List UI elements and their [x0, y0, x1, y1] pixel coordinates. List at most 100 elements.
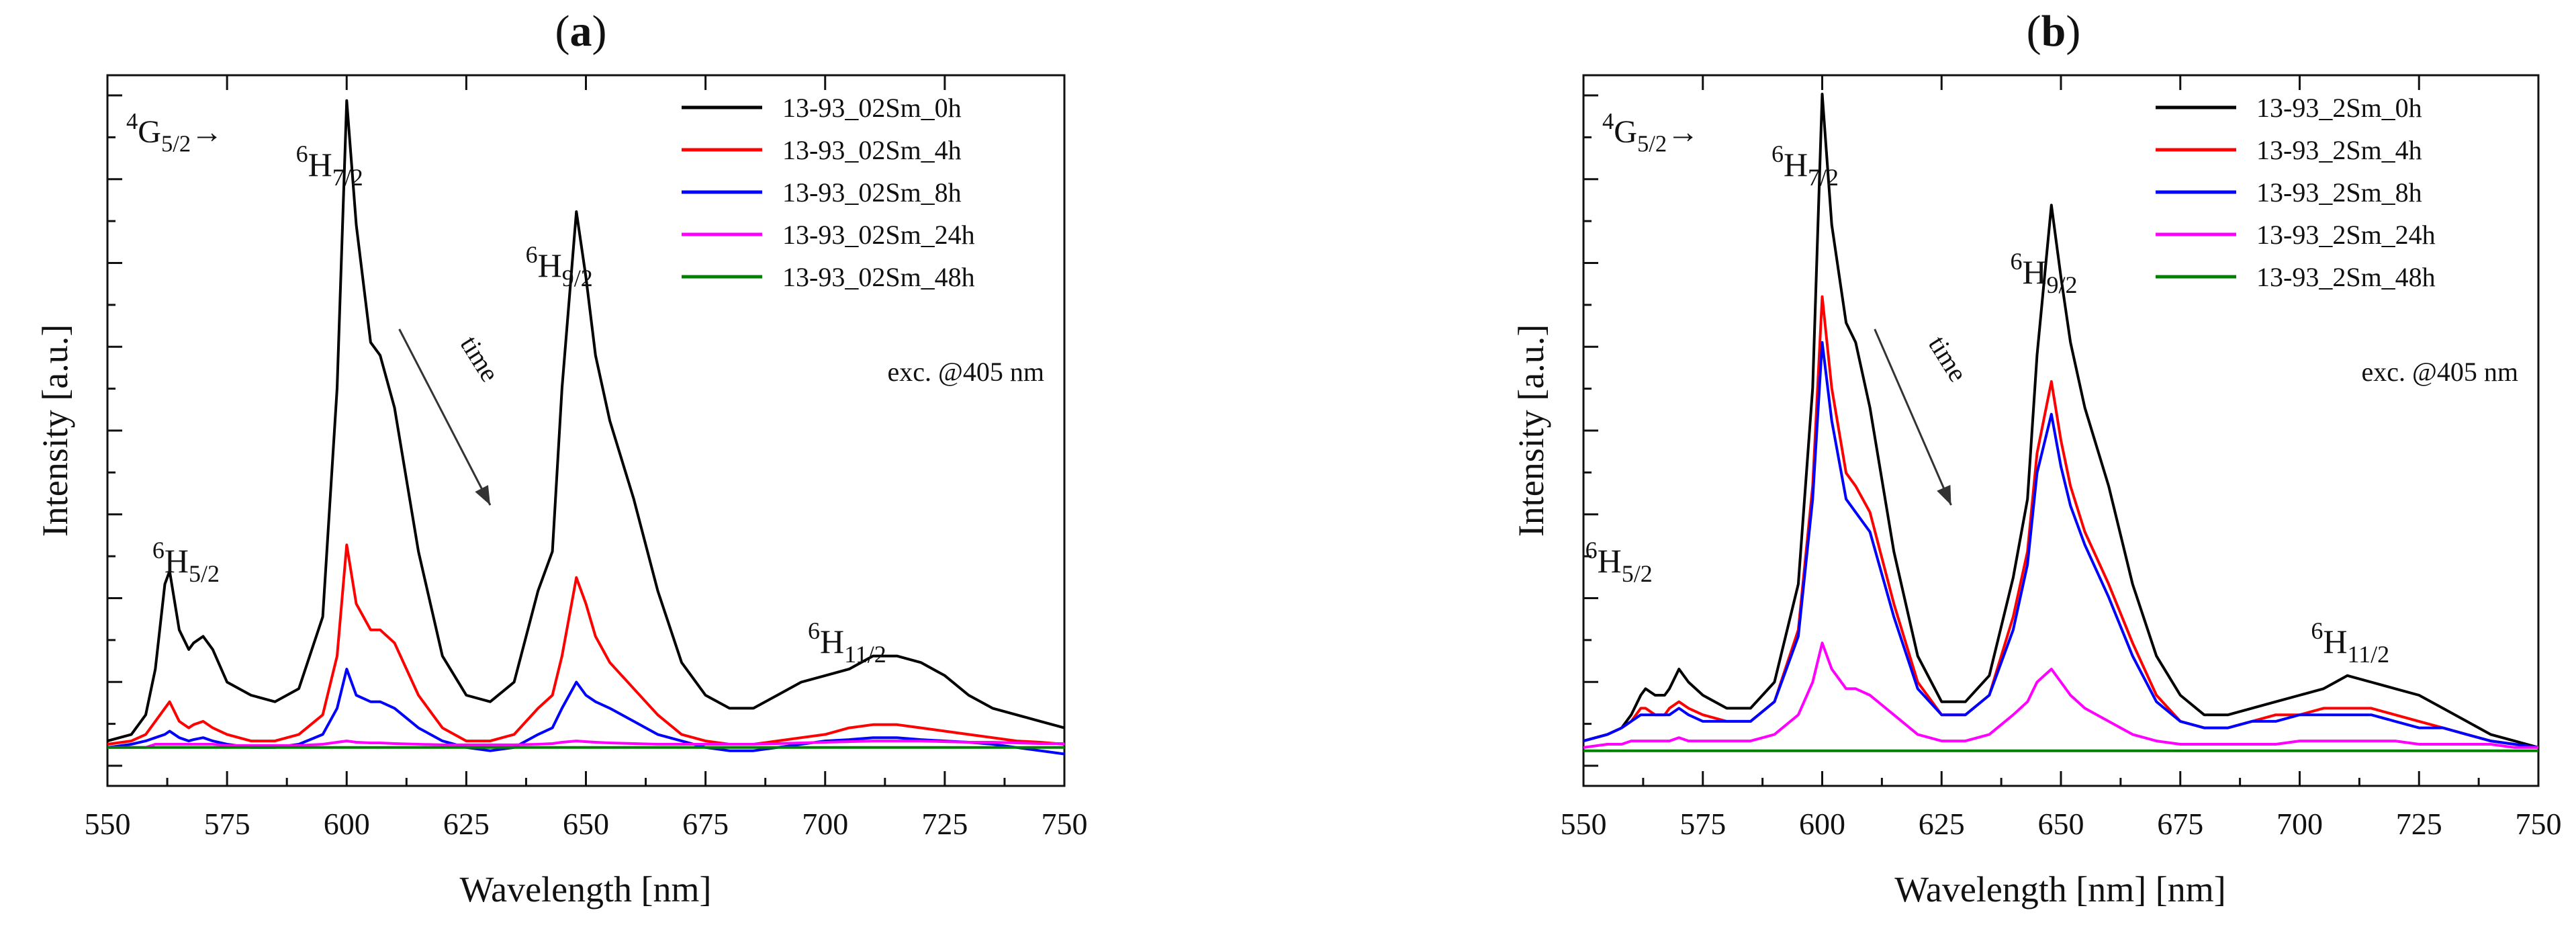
legend-entry: 13-93_2Sm_4h: [2256, 135, 2422, 165]
peak-label-2-sub: 9/2: [2047, 271, 2078, 298]
peak-label-3-sub: 11/2: [2347, 641, 2389, 668]
series-line-1: [107, 543, 1065, 746]
peak-label-2-main: H: [538, 247, 562, 284]
transition-prefix-sub: 5/2: [161, 131, 191, 157]
title-close-paren: ): [592, 7, 607, 56]
peak-label-3: 6H11/2: [2311, 617, 2389, 668]
peak-label-2: 6H9/2: [526, 241, 593, 292]
peak-label-3-main: H: [2323, 623, 2347, 660]
peak-label-1-sup: 6: [1772, 140, 1784, 167]
peak-label-1-sub: 7/2: [332, 164, 363, 191]
time-arrow-label: time: [455, 330, 506, 387]
title-close-paren: ): [2066, 7, 2080, 56]
x-tick-label: 600: [324, 807, 370, 841]
series-line-2: [1583, 341, 2539, 749]
legend-entry: 13-93_2Sm_48h: [2256, 262, 2436, 292]
title-letter: a: [570, 7, 592, 56]
peak-label-3: 6H11/2: [808, 617, 886, 668]
title-open-paren: (: [555, 7, 570, 56]
peak-label-1: 6H7/2: [296, 140, 363, 191]
x-tick-label: 600: [1799, 807, 1845, 841]
x-tick-label: 550: [85, 807, 131, 841]
panel-b: (b) 550 575 600 625 650 675 700 725 750 Wavelength…: [1511, 7, 2562, 909]
x-tick-label: 625: [443, 807, 490, 841]
peak-label-2-sup: 6: [2010, 248, 2022, 275]
transition-arrow: →: [191, 114, 223, 150]
x-tick-label: 750: [1042, 807, 1088, 841]
transition-prefix-sub: 5/2: [1637, 131, 1667, 157]
excitation-note: exc. @405 nm: [888, 357, 1044, 387]
x-tick-label: 675: [682, 807, 729, 841]
peak-label-0-main: H: [1598, 542, 1622, 580]
transition-prefix-sup: 4: [126, 109, 138, 134]
series-line-3: [107, 740, 1064, 749]
x-tick-label: 575: [1680, 807, 1726, 841]
peak-label-0-sup: 6: [1585, 537, 1598, 564]
x-tick-label: 575: [204, 807, 250, 841]
peak-label-0-sup: 6: [152, 537, 165, 564]
x-tick-label: 750: [2516, 807, 2562, 841]
transition-prefix: 4G5/2→: [126, 109, 223, 157]
time-arrow-shaft: [1874, 328, 1952, 506]
chart-title-b: (b): [2027, 7, 2081, 56]
panel-a: (a) 550 575 600 625 650 675 700 725 750 Wavelength…: [35, 7, 1088, 909]
x-tick-label: 625: [1919, 807, 1965, 841]
peak-label-1-main: H: [308, 146, 332, 183]
legend-entry: 13-93_2Sm_8h: [2256, 177, 2422, 208]
peak-label-1: 6H7/2: [1772, 140, 1839, 191]
x-tick-label: 700: [2276, 807, 2323, 841]
x-tick-label: 650: [2038, 807, 2084, 841]
legend-entry: 13-93_02Sm_8h: [782, 177, 962, 208]
transition-arrow: →: [1667, 114, 1699, 150]
series-line-0: [107, 99, 1065, 743]
series-line-0: [1583, 93, 2539, 749]
peak-label-3-main: H: [820, 623, 844, 660]
peak-label-3-sup: 6: [2311, 617, 2323, 644]
peak-label-2-sub: 9/2: [562, 265, 593, 292]
y-axis-label: Intensity [a.u.]: [1511, 324, 1551, 537]
x-tick-label: 550: [1561, 807, 1607, 841]
excitation-note: exc. @405 nm: [2362, 357, 2518, 387]
x-tick-label: 725: [921, 807, 968, 841]
peak-label-1-sub: 7/2: [1808, 164, 1839, 191]
peak-label-2-main: H: [2022, 253, 2046, 291]
x-tick-label: 725: [2396, 807, 2442, 841]
peak-label-2: 6H9/2: [2010, 248, 2077, 298]
series-line-3: [1583, 641, 2538, 749]
legend-entry: 13-93_02Sm_0h: [782, 93, 962, 123]
transition-prefix-main: G: [138, 114, 161, 150]
legend-entry: 13-93_02Sm_48h: [782, 262, 975, 292]
title-open-paren: (: [2027, 7, 2041, 56]
transition-prefix-main: G: [1614, 114, 1637, 150]
y-axis-label: Intensity [a.u.]: [35, 324, 75, 537]
peak-label-0-sub: 5/2: [1622, 560, 1653, 587]
peak-label-0-sub: 5/2: [189, 560, 220, 587]
chart-title-a: (a): [555, 7, 607, 56]
x-axis-label: Wavelength [nm] [nm]: [1894, 869, 2226, 909]
peak-label-2-sup: 6: [526, 241, 538, 268]
x-axis-label: Wavelength [nm]: [459, 869, 711, 909]
peak-label-3-sup: 6: [808, 617, 820, 644]
legend-entry: 13-93_02Sm_24h: [782, 220, 975, 250]
x-tick-label: 675: [2157, 807, 2203, 841]
time-arrow-label: time: [1923, 330, 1974, 387]
transition-prefix: 4G5/2→: [1602, 109, 1699, 157]
legend-entry: 13-93_2Sm_24h: [2256, 220, 2436, 250]
peak-label-3-sub: 11/2: [844, 641, 886, 668]
x-tick-label: 650: [563, 807, 609, 841]
legend-entry: 13-93_2Sm_0h: [2256, 93, 2422, 123]
peak-label-0: 6H5/2: [1585, 537, 1653, 587]
title-letter: b: [2041, 7, 2066, 56]
transition-prefix-sup: 4: [1602, 109, 1614, 134]
time-arrow-shaft: [398, 328, 492, 506]
time-arrow-head: [1937, 484, 1951, 505]
peak-label-0: 6H5/2: [152, 537, 220, 587]
legend-entry: 13-93_02Sm_4h: [782, 135, 962, 165]
peak-label-1-sup: 6: [296, 140, 308, 167]
peak-label-0-main: H: [165, 542, 189, 580]
x-tick-label: 700: [802, 807, 848, 841]
time-arrow-head: [475, 485, 490, 505]
peak-label-1-main: H: [1784, 146, 1808, 183]
